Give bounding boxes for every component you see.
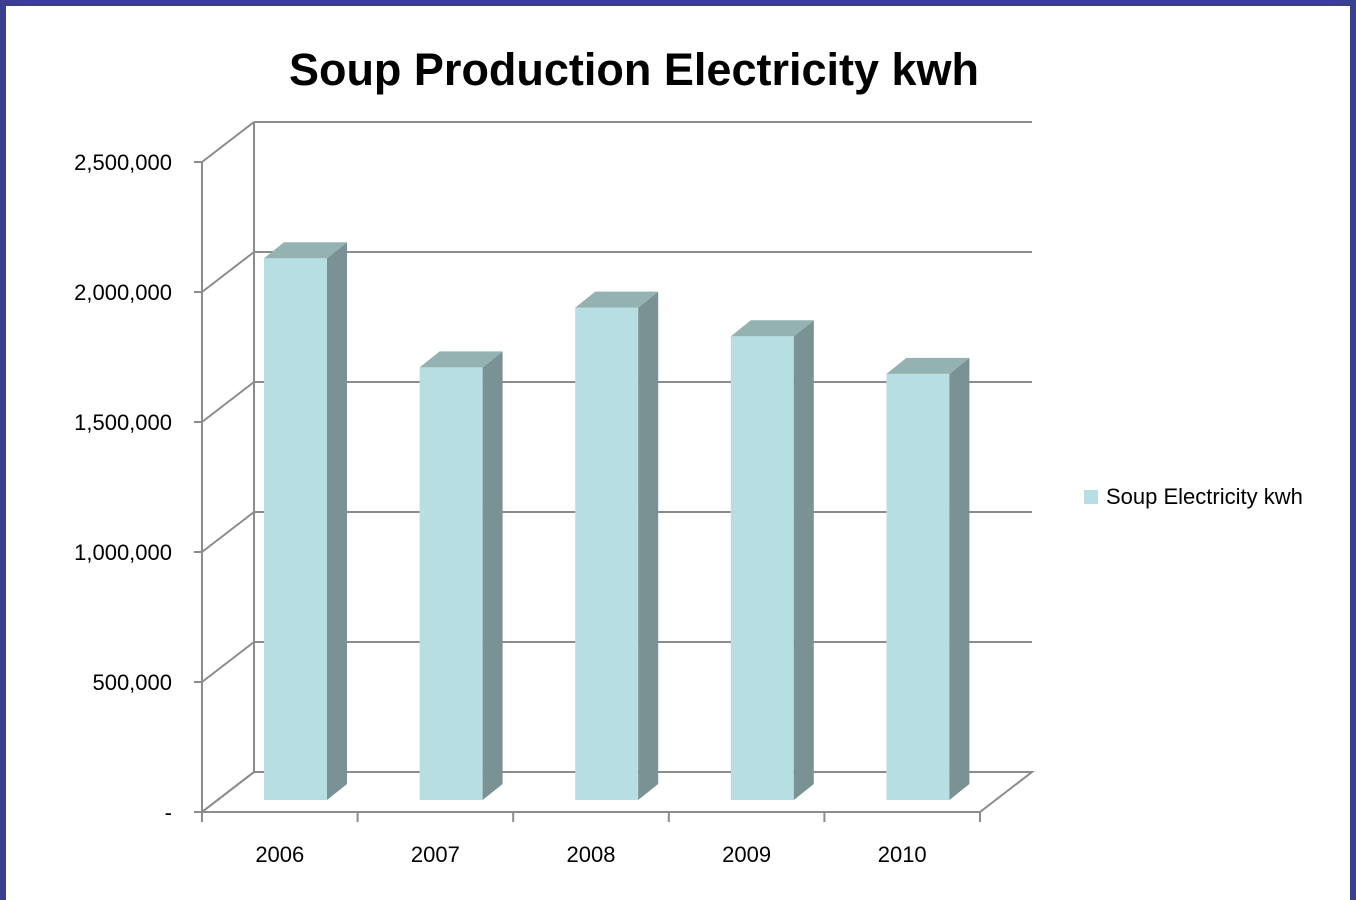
wall-diagonal (201, 511, 255, 553)
bar-front (730, 336, 794, 800)
bar-front (575, 307, 639, 800)
bar-top (264, 242, 347, 259)
y-tick-label: 500,000 (92, 670, 172, 695)
bar-side (327, 242, 347, 800)
bar-front (419, 367, 483, 800)
x-tick-label: 2008 (567, 842, 616, 867)
x-tick-label: 2007 (411, 842, 460, 867)
x-tick-label: 2009 (722, 842, 771, 867)
bar-side (949, 357, 970, 800)
legend-swatch (1084, 490, 1098, 504)
x-tick-label: 2006 (255, 842, 304, 867)
floor (199, 771, 1035, 813)
bar-side (793, 320, 814, 800)
bar-front (886, 373, 950, 800)
chart-title: Soup Production Electricity kwh (288, 44, 980, 95)
legend: Soup Electricity kwh (1084, 484, 1303, 510)
wall-diagonal (201, 381, 255, 423)
bar-top (730, 320, 814, 337)
bar-front (264, 258, 327, 800)
wall-diagonal (201, 641, 255, 683)
y-tick-label: 2,500,000 (74, 150, 172, 175)
y-tick-label: 2,000,000 (74, 280, 172, 305)
wall-diagonal (201, 121, 255, 163)
y-tick-label: - (165, 800, 172, 825)
bar-side (638, 291, 659, 800)
bar-top (886, 357, 970, 374)
x-tick-label: 2010 (878, 842, 927, 867)
bar-side (482, 351, 503, 800)
legend-label: Soup Electricity kwh (1106, 484, 1303, 509)
wall-diagonal (201, 251, 255, 293)
bar-top (575, 291, 659, 308)
bar-top (419, 351, 503, 368)
y-tick-label: 1,500,000 (74, 410, 172, 435)
y-tick-label: 1,000,000 (74, 540, 172, 565)
